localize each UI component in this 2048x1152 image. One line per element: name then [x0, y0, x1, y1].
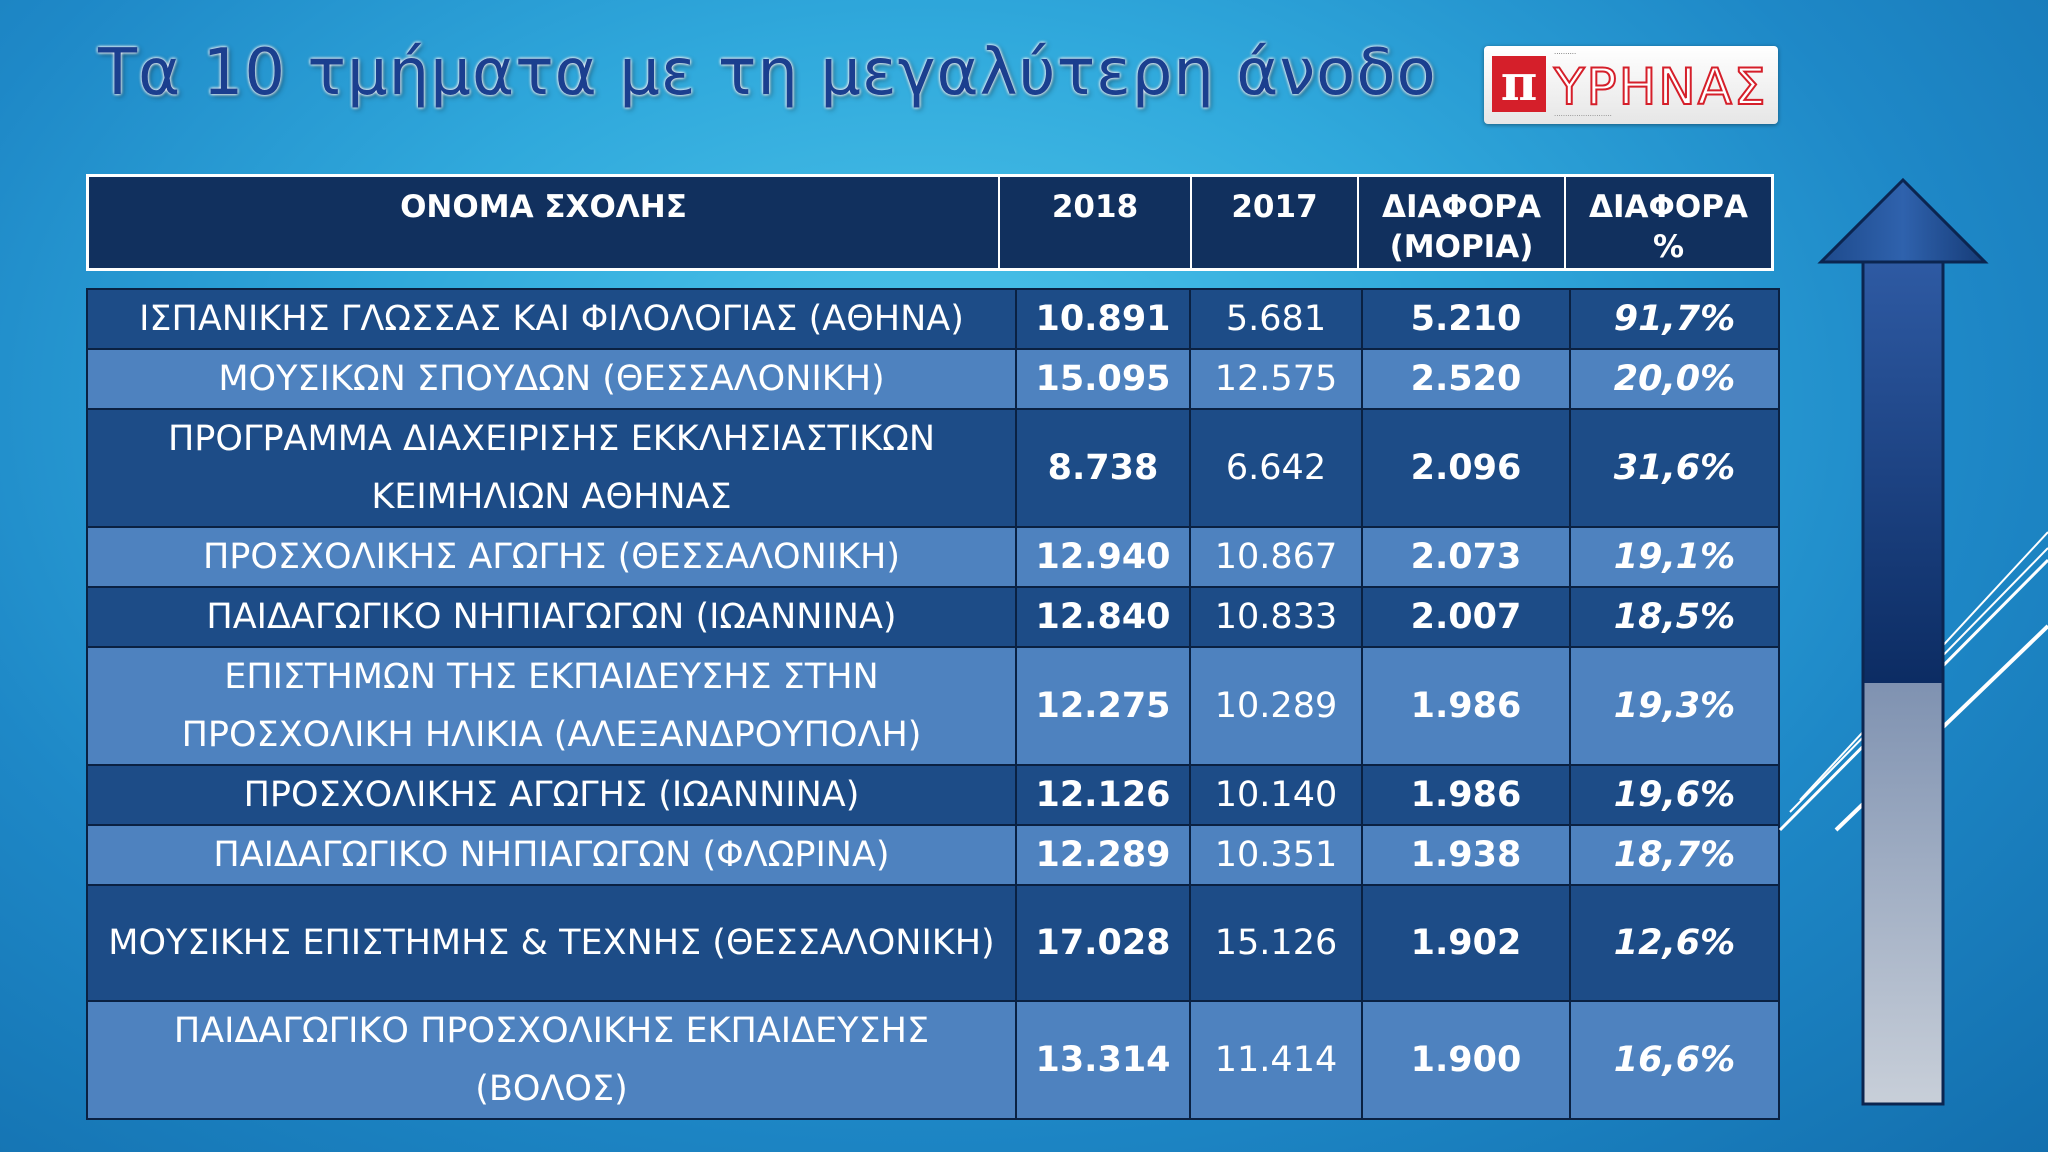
score-2017-cell: 11.414	[1189, 1000, 1363, 1120]
school-name-cell: ΠΑΙΔΑΓΩΓΙΚΟ ΝΗΠΙΑΓΩΓΩΝ (ΙΩΑΝΝΙΝΑ)	[86, 586, 1017, 648]
diff-percent-cell: 19,1%	[1569, 526, 1780, 588]
table-header: ΟΝΟΜΑ ΣΧΟΛΗΣ 2018 2017 ΔΙΑΦΟΡΑ (ΜΟΡΙΑ) Δ…	[86, 174, 1774, 271]
score-2018-cell: 12.840	[1015, 586, 1191, 648]
score-2018-cell: 12.940	[1015, 526, 1191, 588]
table-row: ΠΡΟΣΧΟΛΙΚΗΣ ΑΓΩΓΗΣ (ΙΩΑΝΝΙΝΑ) 12.126 10.14…	[86, 764, 1780, 826]
diff-points-cell: 1.986	[1361, 764, 1571, 826]
diff-points-cell: 2.007	[1361, 586, 1571, 648]
slide-title: Τα 10 τμήματα με τη μεγαλύτερη άνοδο	[98, 36, 1437, 110]
score-2017-cell: 10.140	[1189, 764, 1363, 826]
school-name-cell: ΜΟΥΣΙΚΗΣ ΕΠΙΣΤΗΜΗΣ & ΤΕΧΝΗΣ (ΘΕΣΣΑΛΟΝΙΚΗ…	[86, 884, 1017, 1002]
diff-percent-cell: 16,6%	[1569, 1000, 1780, 1120]
score-2018-cell: 8.738	[1015, 408, 1191, 528]
school-name-cell: ΠΡΟΓΡΑΜΜΑ ΔΙΑΧΕΙΡΙΣΗΣ ΕΚΚΛΗΣΙΑΣΤΙΚΩΝ ΚΕΙ…	[86, 408, 1017, 528]
logo-pi-icon: π	[1492, 56, 1546, 112]
diff-percent-cell: 18,7%	[1569, 824, 1780, 886]
score-2017-cell: 10.867	[1189, 526, 1363, 588]
table-row: ΕΠΙΣΤΗΜΩΝ ΤΗΣ ΕΚΠΑΙΔΕΥΣΗΣ ΣΤΗΝ ΠΡΟΣΧΟΛΙΚ…	[86, 646, 1780, 766]
score-2018-cell: 12.289	[1015, 824, 1191, 886]
score-2017-cell: 5.681	[1189, 288, 1363, 350]
score-2017-cell: 12.575	[1189, 348, 1363, 410]
diff-points-cell: 1.902	[1361, 884, 1571, 1002]
header-name: ΟΝΟΜΑ ΣΧΟΛΗΣ	[89, 177, 1000, 268]
score-2017-cell: 6.642	[1189, 408, 1363, 528]
diff-points-cell: 2.096	[1361, 408, 1571, 528]
score-2018-cell: 13.314	[1015, 1000, 1191, 1120]
header-2018: 2018	[1000, 177, 1192, 268]
diff-points-cell: 1.900	[1361, 1000, 1571, 1120]
logo-word: ΥΡΗΝΑΣ	[1553, 57, 1768, 117]
diff-points-cell: 2.073	[1361, 526, 1571, 588]
diff-points-cell: 1.986	[1361, 646, 1571, 766]
diff-points-cell: 1.938	[1361, 824, 1571, 886]
table-row: ΠΑΙΔΑΓΩΓΙΚΟ ΝΗΠΙΑΓΩΓΩΝ (ΙΩΑΝΝΙΝΑ) 12.840 1…	[86, 586, 1780, 648]
score-2017-cell: 10.351	[1189, 824, 1363, 886]
score-2018-cell: 15.095	[1015, 348, 1191, 410]
score-2018-cell: 12.126	[1015, 764, 1191, 826]
score-2018-cell: 10.891	[1015, 288, 1191, 350]
data-table: ΙΣΠΑΝΙΚΗΣ ΓΛΩΣΣΑΣ ΚΑΙ ΦΙΛΟΛΟΓΙΑΣ (ΑΘΗΝΑ)…	[86, 288, 1780, 1120]
school-name-cell: ΙΣΠΑΝΙΚΗΣ ΓΛΩΣΣΑΣ ΚΑΙ ΦΙΛΟΛΟΓΙΑΣ (ΑΘΗΝΑ)	[86, 288, 1017, 350]
score-2018-cell: 12.275	[1015, 646, 1191, 766]
score-2017-cell: 15.126	[1189, 884, 1363, 1002]
school-name-cell: ΠΑΙΔΑΓΩΓΙΚΟ ΝΗΠΙΑΓΩΓΩΝ (ΦΛΩΡΙΝΑ)	[86, 824, 1017, 886]
table-row: ΜΟΥΣΙΚΗΣ ΕΠΙΣΤΗΜΗΣ & ΤΕΧΝΗΣ (ΘΕΣΣΑΛΟΝΙΚΗ…	[86, 884, 1780, 1002]
diff-points-cell: 2.520	[1361, 348, 1571, 410]
diff-points-cell: 5.210	[1361, 288, 1571, 350]
school-name-cell: ΠΡΟΣΧΟΛΙΚΗΣ ΑΓΩΓΗΣ (ΘΕΣΣΑΛΟΝΙΚΗ)	[86, 526, 1017, 588]
diff-percent-cell: 19,6%	[1569, 764, 1780, 826]
pyrinas-logo: ·········· π ΥΡΗΝΑΣ ····················…	[1484, 46, 1778, 124]
score-2017-cell: 10.833	[1189, 586, 1363, 648]
up-arrow-icon	[1817, 177, 1989, 1106]
header-pct: ΔΙΑΦΟΡΑ %	[1589, 189, 1748, 265]
school-name-cell: ΜΟΥΣΙΚΩΝ ΣΠΟΥΔΩΝ (ΘΕΣΣΑΛΟΝΙΚΗ)	[86, 348, 1017, 410]
school-name-cell: ΠΡΟΣΧΟΛΙΚΗΣ ΑΓΩΓΗΣ (ΙΩΑΝΝΙΝΑ)	[86, 764, 1017, 826]
table-row: ΠΑΙΔΑΓΩΓΙΚΟ ΠΡΟΣΧΟΛΙΚΗΣ ΕΚΠΑΙΔΕΥΣΗΣ (ΒΟΛ…	[86, 1000, 1780, 1120]
logo-top-text: ··········	[1554, 50, 1577, 58]
diff-percent-cell: 91,7%	[1569, 288, 1780, 350]
diff-percent-cell: 18,5%	[1569, 586, 1780, 648]
school-name-cell: ΕΠΙΣΤΗΜΩΝ ΤΗΣ ΕΚΠΑΙΔΕΥΣΗΣ ΣΤΗΝ ΠΡΟΣΧΟΛΙΚ…	[86, 646, 1017, 766]
table-row: ΠΡΟΣΧΟΛΙΚΗΣ ΑΓΩΓΗΣ (ΘΕΣΣΑΛΟΝΙΚΗ) 12.940 10…	[86, 526, 1780, 588]
diff-percent-cell: 19,3%	[1569, 646, 1780, 766]
school-name-cell: ΠΑΙΔΑΓΩΓΙΚΟ ΠΡΟΣΧΟΛΙΚΗΣ ΕΚΠΑΙΔΕΥΣΗΣ (ΒΟΛ…	[86, 1000, 1017, 1120]
table-row: ΠΑΙΔΑΓΩΓΙΚΟ ΝΗΠΙΑΓΩΓΩΝ (ΦΛΩΡΙΝΑ) 12.289 10…	[86, 824, 1780, 886]
header-diff: ΔΙΑΦΟΡΑ (ΜΟΡΙΑ)	[1359, 177, 1566, 268]
table-row: ΠΡΟΓΡΑΜΜΑ ΔΙΑΧΕΙΡΙΣΗΣ ΕΚΚΛΗΣΙΑΣΤΙΚΩΝ ΚΕΙ…	[86, 408, 1780, 528]
diff-percent-cell: 20,0%	[1569, 348, 1780, 410]
table-row: ΙΣΠΑΝΙΚΗΣ ΓΛΩΣΣΑΣ ΚΑΙ ΦΙΛΟΛΟΓΙΑΣ (ΑΘΗΝΑ)…	[86, 288, 1780, 350]
score-2017-cell: 10.289	[1189, 646, 1363, 766]
diff-percent-cell: 12,6%	[1569, 884, 1780, 1002]
table-row: ΜΟΥΣΙΚΩΝ ΣΠΟΥΔΩΝ (ΘΕΣΣΑΛΟΝΙΚΗ) 15.095 12.5…	[86, 348, 1780, 410]
logo-bottom-text: ··························	[1554, 112, 1612, 120]
header-2017: 2017	[1192, 177, 1359, 268]
score-2018-cell: 17.028	[1015, 884, 1191, 1002]
diff-percent-cell: 31,6%	[1569, 408, 1780, 528]
